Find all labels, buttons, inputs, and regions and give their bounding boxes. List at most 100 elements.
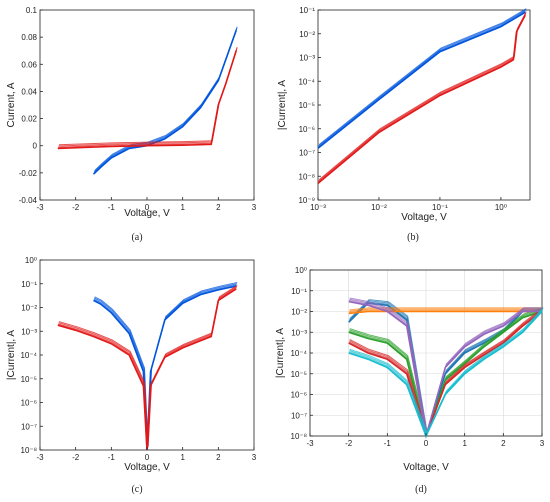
x-tick-label: 0 (424, 439, 429, 448)
data-series-2 (58, 46, 238, 146)
data-series-1 (93, 284, 237, 449)
y-tick-label: 10⁻⁶ (299, 125, 315, 134)
y-tick-label: 10⁻² (21, 304, 37, 313)
panel-caption: (c) (131, 484, 142, 495)
y-tick-label: 10⁻¹ (291, 287, 307, 296)
panel-caption: (d) (415, 484, 427, 495)
data-series-2 (58, 48, 238, 147)
y-tick-label: 10⁻⁴ (298, 77, 315, 86)
x-tick-label: 3 (252, 203, 257, 212)
x-tick-label: -2 (72, 203, 80, 212)
x-tick-label: 3 (540, 439, 545, 448)
y-tick-label: -0.02 (19, 169, 38, 178)
chart-panel-d: -3 -2 -1 0 1 2 3 10⁻⁸ 10⁻⁷ 10⁻⁶ 10⁻⁵ 10⁻⁴ 10⁻³ 10⁻² 10… (275, 266, 545, 495)
data-series-1 (93, 285, 237, 451)
y-tick-label: 10⁻² (299, 30, 315, 39)
x-axis-label: Voltage, V (401, 212, 447, 223)
y-axis-label: Current, A (6, 82, 17, 127)
y-tick-label: 10⁻¹ (21, 280, 37, 289)
data-series-1 (93, 29, 237, 174)
y-tick-label: 10⁰ (25, 256, 37, 265)
chart-panel-b: 10⁻³ 10⁻² 10⁻¹ 10⁰ 10⁻⁹ 10⁻⁸ 10⁻⁷ 10⁻⁶ 10⁻⁵ 10⁻⁴ 1… (277, 6, 531, 243)
x-tick-label: 10⁻³ (310, 203, 326, 212)
y-tick-label: 10⁻³ (21, 327, 37, 336)
x-tick-label: -2 (345, 439, 353, 448)
x-tick-label: -3 (306, 439, 314, 448)
x-tick-label: 10⁰ (495, 203, 507, 212)
data-series-2 (318, 11, 527, 181)
chart-panel-c: -3 -2 -1 0 1 2 3 10⁻⁸ 10⁻⁷ 10⁻⁶ 10⁻⁵ 10⁻⁴ 10⁻³ 10⁻² 10… (6, 256, 257, 495)
data-series-2 (58, 284, 238, 447)
x-axis-label: Voltage, V (124, 208, 170, 219)
y-tick-label: 10⁻⁵ (299, 101, 315, 110)
y-axis-label: |Current|, A (277, 80, 288, 131)
y-tick-label: 0.02 (21, 115, 37, 124)
x-tick-label: 10⁻² (371, 203, 387, 212)
data-series-1 (318, 9, 527, 147)
data-series-2 (349, 307, 544, 311)
data-series-1 (349, 299, 544, 433)
x-tick-label: -3 (36, 203, 44, 212)
y-tick-label: 10⁻⁸ (299, 172, 316, 181)
y-tick-label: 0.06 (21, 60, 37, 69)
data-series-1 (318, 8, 527, 146)
y-tick-label: 0 (33, 142, 38, 151)
y-tick-label: 10⁻⁶ (21, 399, 37, 408)
data-series-1 (94, 26, 238, 171)
data-series-6 (349, 307, 544, 434)
y-tick-label: 10⁻⁹ (298, 196, 315, 205)
x-tick-label: -2 (72, 453, 80, 462)
chart-panel-a: -3 -2 -1 0 1 2 3 -0.04 -0.02 0 0.02 0.04 0.06 0.08 0.1… (6, 6, 257, 243)
y-tick-label: 0.08 (21, 33, 37, 42)
y-tick-label: 10⁻⁴ (20, 351, 37, 360)
y-tick-label: 10⁻⁵ (21, 375, 37, 384)
y-tick-label: 10⁻⁷ (291, 411, 307, 420)
data-series-2 (57, 50, 237, 150)
panel-caption: (b) (407, 232, 419, 243)
panel-caption: (a) (131, 232, 142, 243)
data-series-1 (93, 27, 238, 173)
y-tick-label: 10⁻⁷ (299, 149, 315, 158)
data-series-5 (349, 297, 544, 433)
x-tick-label: -1 (108, 453, 116, 462)
y-tick-label: 10⁻⁵ (291, 370, 307, 379)
x-tick-label: -3 (36, 453, 44, 462)
y-tick-label: 10⁻⁸ (21, 446, 38, 455)
data-series-3 (349, 307, 544, 435)
x-tick-label: 0 (145, 453, 150, 462)
x-tick-label: 2 (216, 203, 221, 212)
x-tick-label: 0 (145, 203, 150, 212)
y-tick-label: 0.1 (26, 6, 38, 15)
data-series-4 (349, 307, 544, 434)
y-axis-label: |Current|, A (6, 330, 17, 381)
y-tick-label: 10⁻³ (299, 54, 315, 63)
x-tick-label: 10⁻¹ (432, 203, 448, 212)
y-tick-label: 10⁻⁴ (290, 349, 307, 358)
y-tick-label: 10⁻¹ (299, 6, 315, 15)
y-tick-label: 10⁻² (291, 308, 307, 317)
x-tick-label: 1 (180, 453, 185, 462)
data-series-1 (318, 10, 526, 148)
data-series-1 (93, 283, 238, 448)
y-tick-label: 10⁻⁷ (21, 422, 37, 431)
x-tick-label: 1 (180, 203, 185, 212)
data-series-2 (348, 310, 542, 315)
data-series-2 (58, 49, 237, 148)
data-series-1 (94, 282, 238, 447)
data-series-2 (317, 14, 526, 185)
y-tick-label: -0.04 (19, 196, 38, 205)
x-tick-label: 2 (216, 453, 221, 462)
x-tick-label: 1 (462, 439, 467, 448)
plot-frame (39, 9, 255, 201)
y-axis-label: |Current|, A (275, 328, 286, 379)
data-series-1 (317, 11, 526, 149)
y-tick-label: 10⁻⁶ (291, 391, 307, 400)
y-tick-label: 10⁰ (295, 266, 307, 275)
y-tick-label: 10⁻⁸ (291, 432, 308, 441)
x-axis-label: Voltage, V (124, 462, 170, 473)
y-tick-label: 0.04 (21, 87, 37, 96)
x-tick-label: 3 (252, 453, 257, 462)
y-tick-label: 10⁻³ (291, 328, 307, 337)
